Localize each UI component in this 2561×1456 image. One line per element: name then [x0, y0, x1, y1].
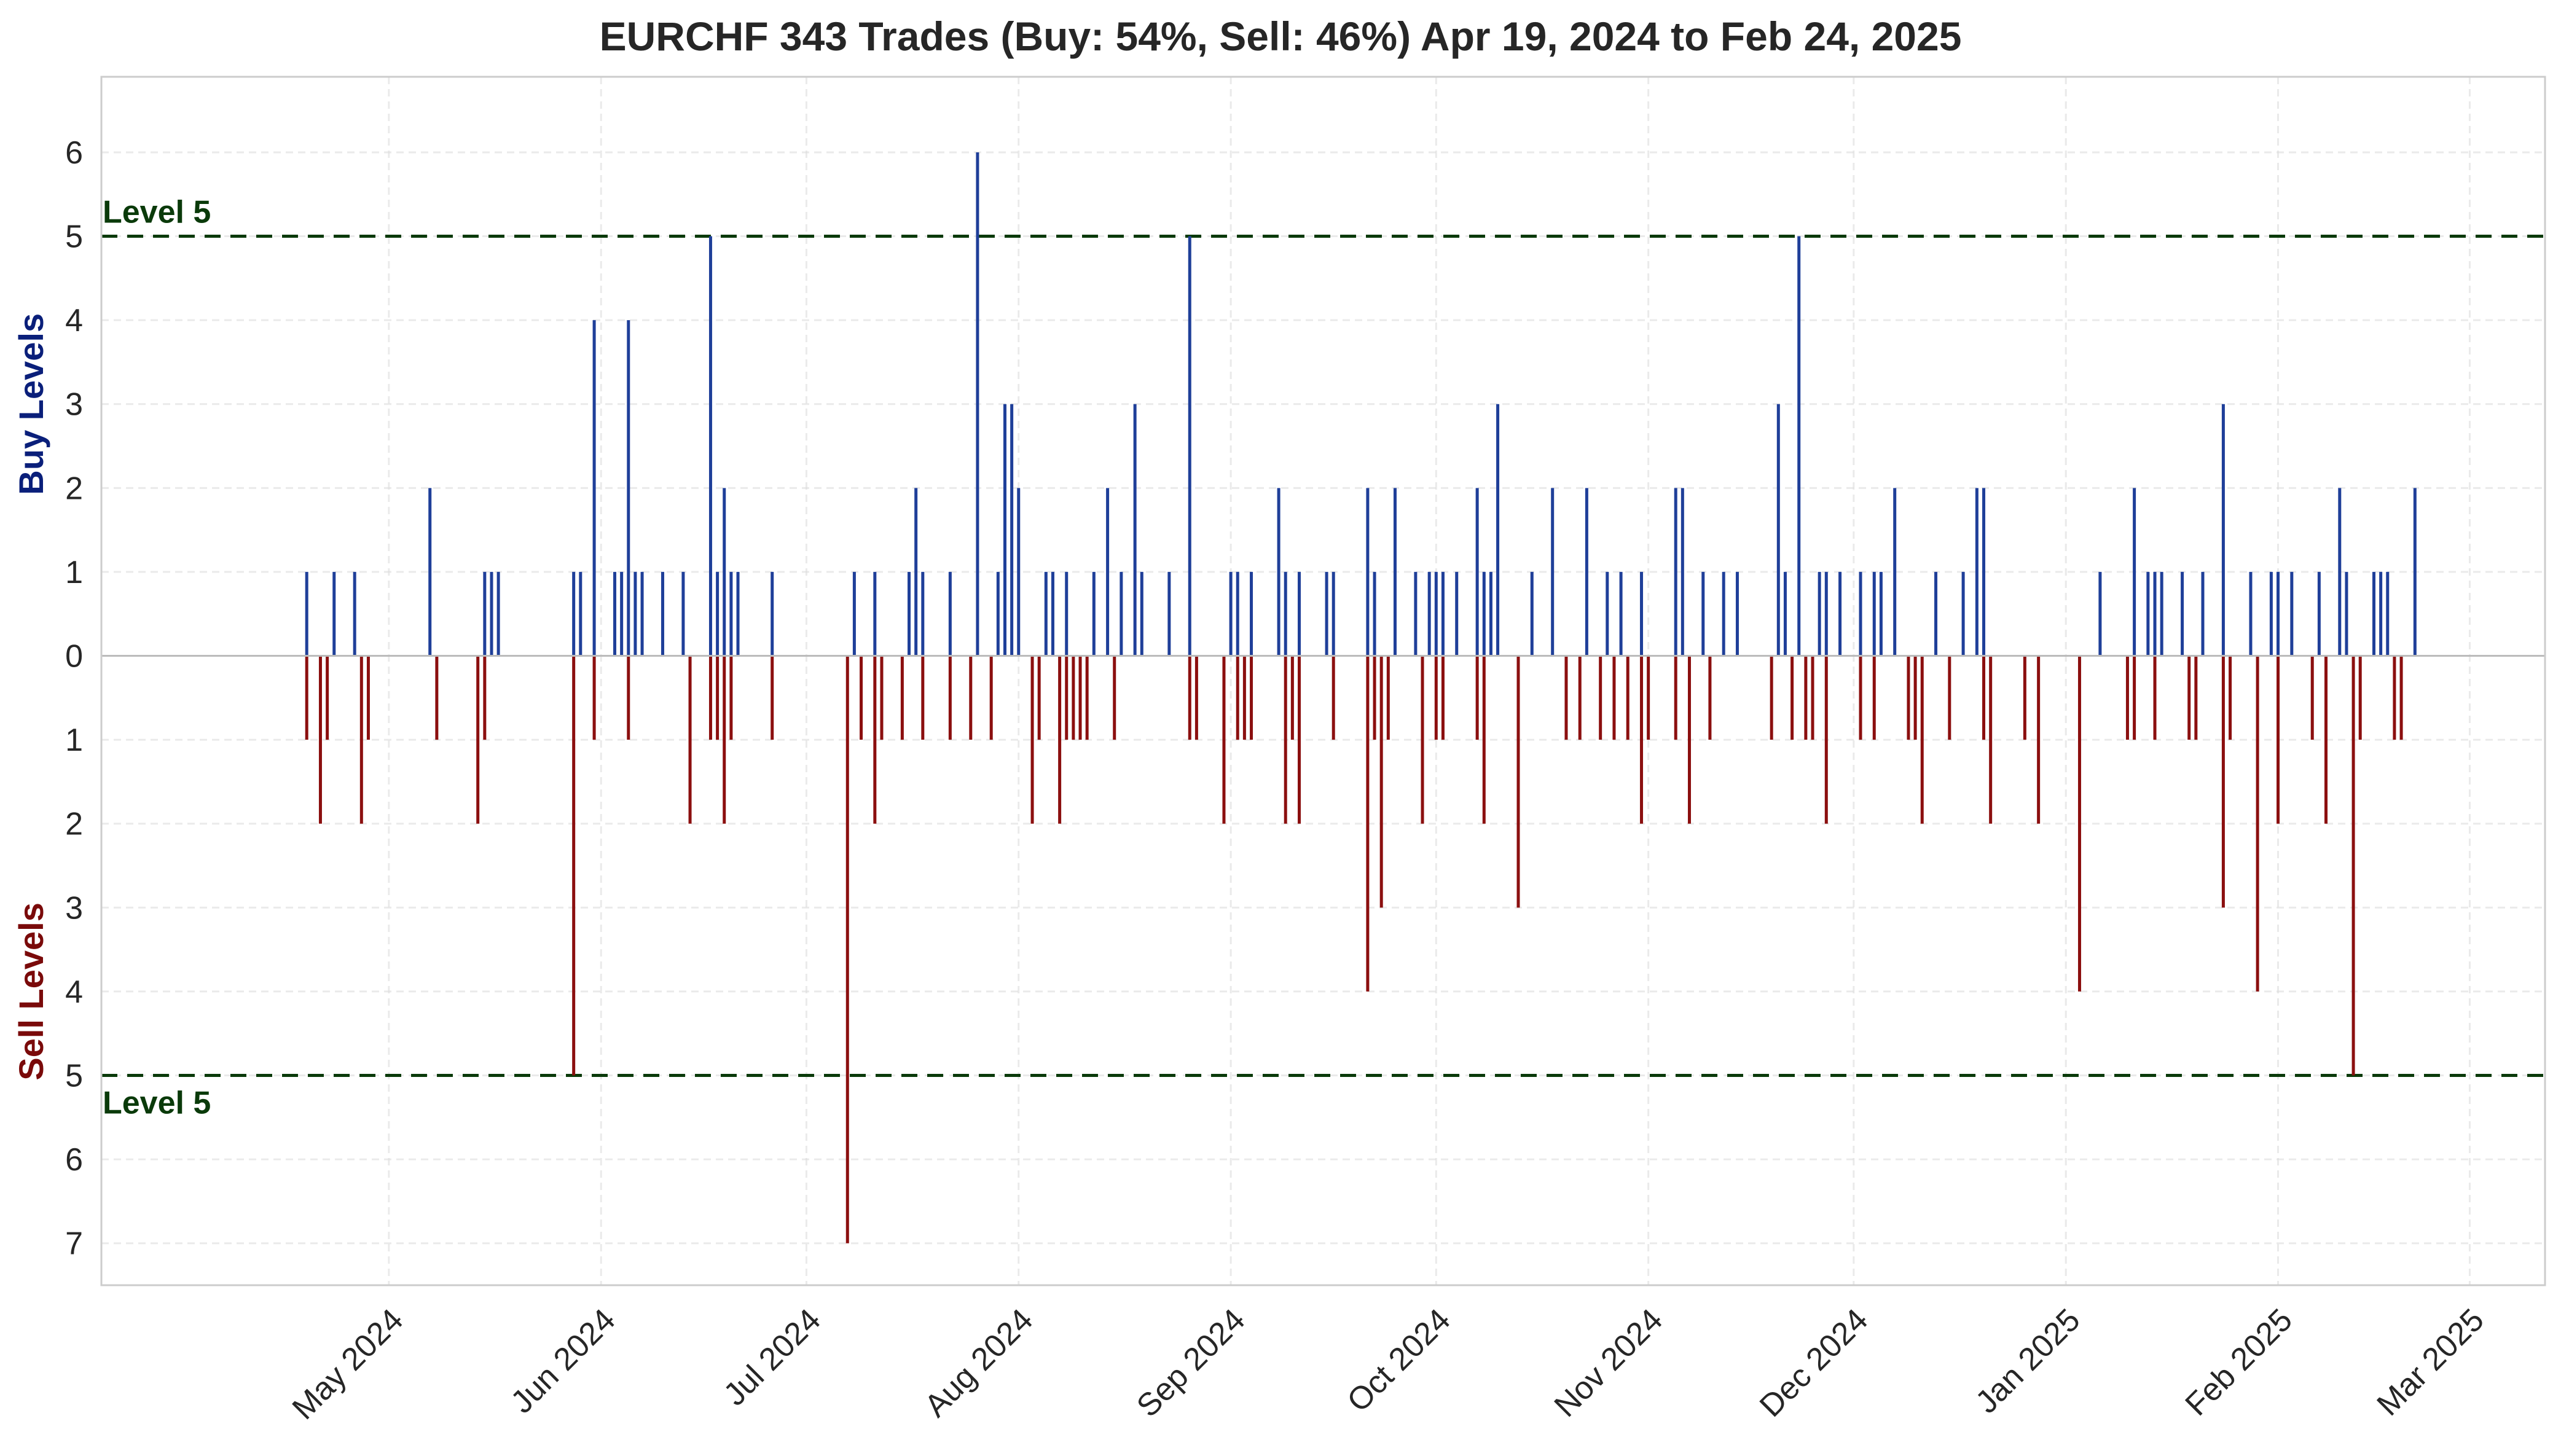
x-tick-label: Oct 2024	[1341, 1302, 1457, 1419]
y-label-sell: Sell Levels	[12, 902, 50, 1081]
x-tick-label: Jan 2025	[1969, 1302, 2087, 1420]
y-tick-label: 7	[65, 1226, 83, 1262]
level-label: Level 5	[103, 1086, 211, 1121]
y-tick-labels: 6 5 4 3 2 1 0 1 2 3 4 5 6 7	[65, 135, 83, 1262]
x-tick-label: Feb 2025	[2179, 1302, 2299, 1422]
y-tick-label: 6	[65, 135, 83, 171]
y-label-buy: Buy Levels	[12, 313, 50, 495]
grid	[101, 77, 2545, 1285]
x-tick-label: Dec 2024	[1753, 1302, 1875, 1423]
y-tick-label: 5	[65, 1059, 83, 1094]
x-tick-labels: May 2024 Jun 2024 Jul 2024 Aug 2024 Sep 2024…	[286, 1302, 2491, 1426]
x-tick-label: Jul 2024	[717, 1302, 828, 1412]
chart-title: EURCHF 343 Trades (Buy: 54%, Sell: 46%) …	[600, 14, 1962, 59]
x-tick-label: May 2024	[286, 1302, 410, 1426]
y-tick-label: 1	[65, 555, 83, 590]
x-tick-label: Sep 2024	[1130, 1302, 1252, 1423]
reference-lines: Level 5 Level 5	[101, 195, 2545, 1121]
y-tick-label: 2	[65, 807, 83, 842]
y-tick-label: 0	[65, 639, 83, 675]
y-tick-label: 3	[65, 387, 83, 423]
y-tick-label: 1	[65, 722, 83, 758]
y-tick-label: 3	[65, 890, 83, 926]
y-tick-label: 4	[65, 303, 83, 339]
y-tick-label: 4	[65, 974, 83, 1010]
y-tick-label: 5	[65, 219, 83, 255]
level-label: Level 5	[103, 195, 211, 230]
x-tick-label: Nov 2024	[1548, 1302, 1669, 1423]
x-tick-label: Jun 2024	[504, 1302, 622, 1420]
x-tick-label: Mar 2025	[2371, 1302, 2491, 1422]
bars	[305, 152, 2417, 1243]
x-tick-label: Aug 2024	[918, 1302, 1040, 1423]
y-tick-label: 2	[65, 471, 83, 506]
plot-frame	[100, 76, 2546, 1286]
y-tick-label: 6	[65, 1142, 83, 1178]
